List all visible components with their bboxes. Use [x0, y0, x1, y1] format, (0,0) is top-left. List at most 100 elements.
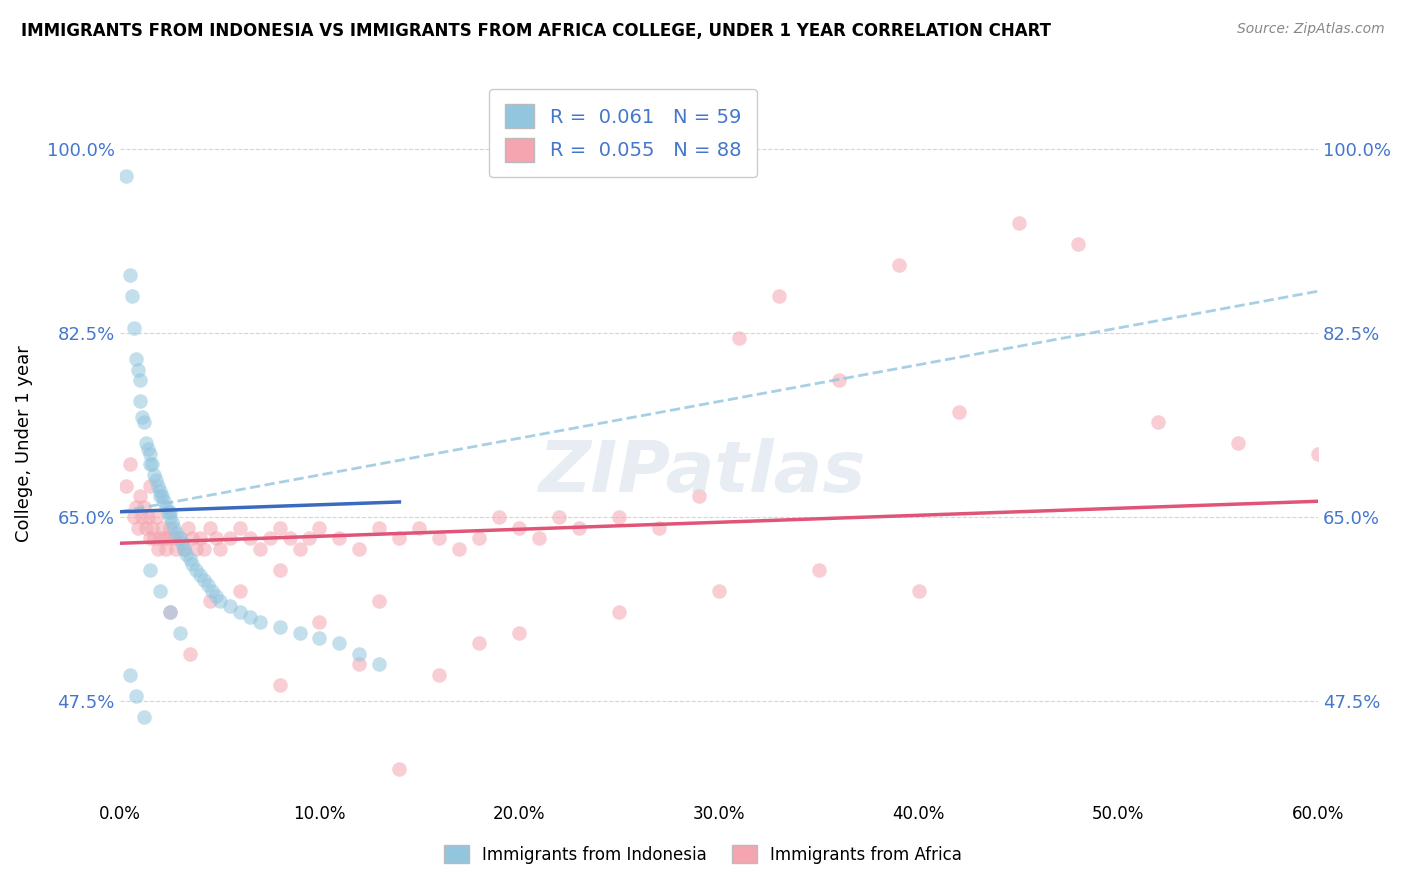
Point	[468, 636, 491, 650]
Point	[948, 405, 970, 419]
Point	[1147, 416, 1170, 430]
Point	[132, 709, 155, 723]
Point	[288, 625, 311, 640]
Point	[768, 289, 790, 303]
Point	[349, 657, 371, 671]
Point	[159, 505, 181, 519]
Point	[125, 500, 148, 514]
Point	[707, 583, 730, 598]
Point	[648, 520, 671, 534]
Point	[152, 531, 174, 545]
Point	[179, 647, 201, 661]
Point	[160, 516, 183, 530]
Point	[165, 525, 187, 540]
Point	[165, 541, 187, 556]
Point	[1067, 236, 1090, 251]
Point	[128, 489, 150, 503]
Point	[449, 541, 471, 556]
Point	[239, 531, 262, 545]
Point	[1227, 436, 1250, 450]
Point	[155, 500, 177, 514]
Point	[228, 605, 250, 619]
Point	[239, 609, 262, 624]
Point	[121, 289, 143, 303]
Point	[152, 494, 174, 508]
Point	[127, 520, 149, 534]
Point	[169, 625, 191, 640]
Point	[114, 169, 136, 183]
Point	[907, 583, 929, 598]
Point	[1308, 447, 1330, 461]
Point	[174, 547, 197, 561]
Point	[328, 636, 350, 650]
Point	[149, 483, 172, 498]
Text: IMMIGRANTS FROM INDONESIA VS IMMIGRANTS FROM AFRICA COLLEGE, UNDER 1 YEAR CORREL: IMMIGRANTS FROM INDONESIA VS IMMIGRANTS …	[21, 22, 1052, 40]
Point	[548, 510, 571, 524]
Point	[180, 558, 202, 572]
Point	[269, 678, 291, 692]
Point	[269, 520, 291, 534]
Point	[136, 442, 159, 456]
Point	[146, 541, 169, 556]
Point	[141, 458, 163, 472]
Point	[138, 478, 160, 492]
Point	[197, 578, 219, 592]
Point	[145, 473, 167, 487]
Point	[568, 520, 591, 534]
Point	[204, 589, 226, 603]
Point	[468, 531, 491, 545]
Point	[208, 541, 231, 556]
Point	[155, 541, 177, 556]
Point	[132, 416, 155, 430]
Point	[688, 489, 710, 503]
Point	[138, 458, 160, 472]
Point	[176, 520, 198, 534]
Point	[828, 374, 851, 388]
Point	[728, 331, 751, 345]
Point	[118, 268, 141, 283]
Point	[208, 594, 231, 608]
Point	[218, 531, 240, 545]
Point	[128, 374, 150, 388]
Point	[135, 436, 157, 450]
Point	[249, 615, 271, 629]
Point	[1007, 216, 1029, 230]
Point	[269, 620, 291, 634]
Point	[135, 520, 157, 534]
Point	[138, 447, 160, 461]
Y-axis label: College, Under 1 year: College, Under 1 year	[15, 345, 32, 541]
Point	[228, 583, 250, 598]
Point	[180, 531, 202, 545]
Point	[508, 625, 530, 640]
Point	[125, 689, 148, 703]
Point	[163, 531, 186, 545]
Point	[173, 541, 195, 556]
Point	[127, 363, 149, 377]
Legend: R =  0.061   N = 59, R =  0.055   N = 88: R = 0.061 N = 59, R = 0.055 N = 88	[489, 89, 756, 178]
Point	[184, 562, 207, 576]
Point	[298, 531, 321, 545]
Point	[132, 500, 155, 514]
Point	[146, 478, 169, 492]
Legend: Immigrants from Indonesia, Immigrants from Africa: Immigrants from Indonesia, Immigrants fr…	[437, 838, 969, 871]
Point	[249, 541, 271, 556]
Point	[188, 567, 211, 582]
Point	[142, 531, 165, 545]
Point	[427, 667, 450, 681]
Point	[145, 510, 167, 524]
Point	[259, 531, 281, 545]
Point	[508, 520, 530, 534]
Text: Source: ZipAtlas.com: Source: ZipAtlas.com	[1237, 22, 1385, 37]
Point	[368, 657, 391, 671]
Point	[408, 520, 430, 534]
Point	[184, 541, 207, 556]
Point	[159, 510, 181, 524]
Point	[188, 531, 211, 545]
Point	[607, 510, 630, 524]
Point	[328, 531, 350, 545]
Point	[349, 541, 371, 556]
Point	[308, 631, 330, 645]
Point	[218, 599, 240, 614]
Point	[204, 531, 226, 545]
Point	[427, 531, 450, 545]
